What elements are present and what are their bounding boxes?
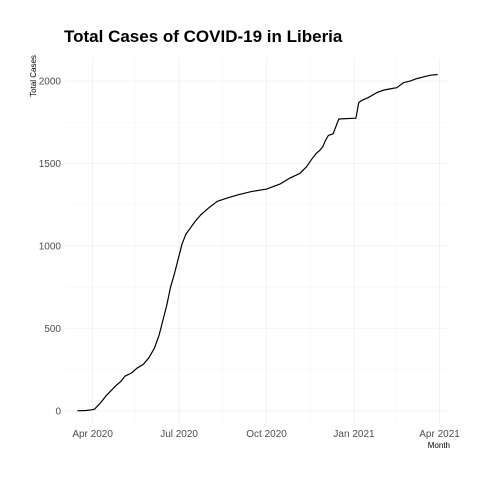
y-tick-label: 0: [55, 406, 61, 417]
x-tick-label: Oct 2020: [246, 429, 287, 440]
x-tick-label: Jul 2020: [160, 429, 198, 440]
x-tick-label: Apr 2021: [419, 429, 460, 440]
y-tick-label: 1500: [39, 159, 62, 170]
y-tick-label: 1000: [39, 241, 62, 252]
y-tick-label: 2000: [39, 77, 62, 88]
x-tick-label: Jan 2021: [333, 429, 375, 440]
x-axis-label: Month: [428, 441, 450, 450]
x-tick-label: Apr 2020: [72, 429, 113, 440]
chart-title: Total Cases of COVID-19 in Liberia: [64, 27, 343, 46]
y-tick-label: 500: [44, 324, 61, 335]
y-axis-label: Total Cases: [29, 55, 38, 97]
